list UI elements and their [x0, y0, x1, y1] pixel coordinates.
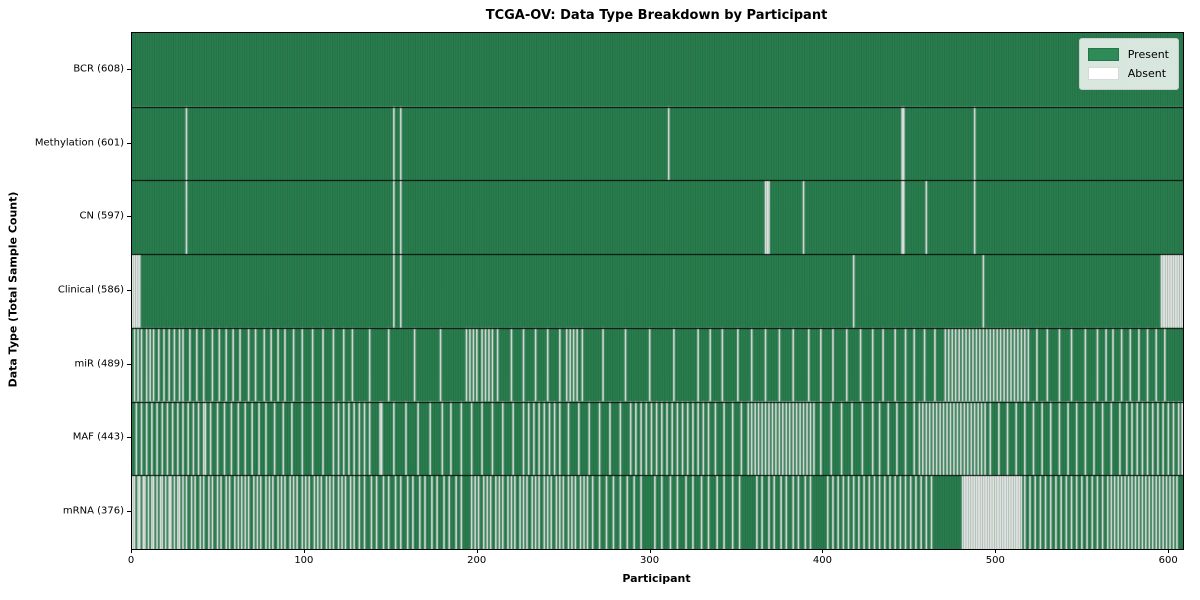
- x-tick-mark: [476, 549, 478, 553]
- y-tick-mark: [127, 437, 131, 439]
- y-tick-mark: [127, 290, 131, 291]
- x-tick-label-0: 0: [127, 555, 135, 566]
- x-tick-mark: [995, 549, 997, 553]
- y-tick-label-miR: miR (489): [74, 358, 124, 370]
- x-tick-mark: [303, 549, 305, 553]
- x-axis-label: Participant: [622, 572, 691, 585]
- x-tick-label-400: 400: [812, 555, 832, 566]
- x-tick-mark: [649, 549, 651, 553]
- y-tick-label-BCR: BCR (608): [73, 63, 124, 75]
- x-tick-mark: [1168, 549, 1170, 553]
- legend-item-present: Present: [1087, 45, 1169, 64]
- legend-label-present: Present: [1127, 48, 1169, 61]
- y-tick-labels: BCR (608) Methylation (601) CN (597) Clinic…: [0, 32, 124, 548]
- x-tick-label-100: 100: [294, 555, 314, 566]
- x-tick-mark: [131, 549, 132, 553]
- y-tick-mark: [127, 216, 131, 218]
- y-tick-mark: [127, 511, 131, 513]
- y-tick-label-CN: CN (597): [79, 210, 124, 222]
- y-tick-mark: [127, 363, 131, 365]
- legend-item-absent: Absent: [1087, 64, 1169, 83]
- y-tick-label-MAF: MAF (443): [72, 431, 124, 443]
- y-tick-label-mRNA: mRNA (376): [62, 505, 124, 517]
- legend: Present Absent: [1078, 38, 1179, 90]
- legend-label-absent: Absent: [1127, 67, 1167, 80]
- presence-matrix-canvas: [132, 33, 1183, 549]
- x-tick-label-600: 600: [1158, 555, 1178, 566]
- x-tick-label-300: 300: [640, 555, 660, 566]
- y-tick-label-Clinical: Clinical (586): [57, 284, 124, 296]
- y-tick-mark: [127, 68, 131, 70]
- present-swatch-icon: [1087, 48, 1119, 61]
- absent-swatch-icon: [1087, 67, 1119, 80]
- chart-title: TCGA-OV: Data Type Breakdown by Particip…: [485, 8, 828, 23]
- x-tick-label-200: 200: [467, 555, 487, 566]
- y-tick-label-Methylation: Methylation (601): [34, 137, 124, 149]
- plot-area: Present Absent: [131, 32, 1184, 550]
- x-tick-label-500: 500: [985, 555, 1005, 566]
- y-tick-mark: [127, 142, 131, 144]
- x-tick-labels: 0 100 200 300 400 500 600: [127, 549, 1182, 573]
- x-tick-mark: [822, 549, 824, 553]
